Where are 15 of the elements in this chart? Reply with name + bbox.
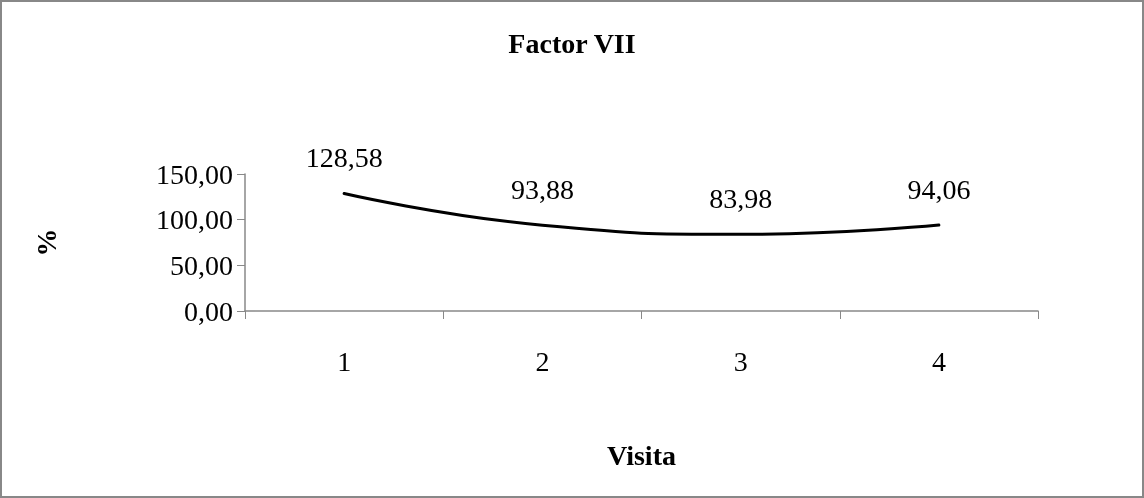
y-tick-label: 150,00 — [156, 158, 233, 190]
x-tick-label: 2 — [535, 345, 550, 377]
x-tick-label: 4 — [931, 345, 946, 377]
y-tick-label: 100,00 — [156, 204, 233, 236]
y-tick-label: 50,00 — [170, 249, 233, 281]
x-tick-label: 1 — [337, 345, 352, 377]
data-label: 128,58 — [305, 142, 383, 174]
data-label: 83,98 — [709, 182, 773, 214]
chart-title: Factor VII — [508, 27, 636, 59]
data-label: 93,88 — [510, 173, 574, 205]
x-tick-label: 3 — [733, 345, 748, 377]
y-axis-title: % — [30, 228, 62, 257]
y-tick-label: 0,00 — [184, 295, 233, 327]
data-label: 94,06 — [907, 173, 971, 205]
x-axis-title: Visita — [607, 439, 676, 471]
